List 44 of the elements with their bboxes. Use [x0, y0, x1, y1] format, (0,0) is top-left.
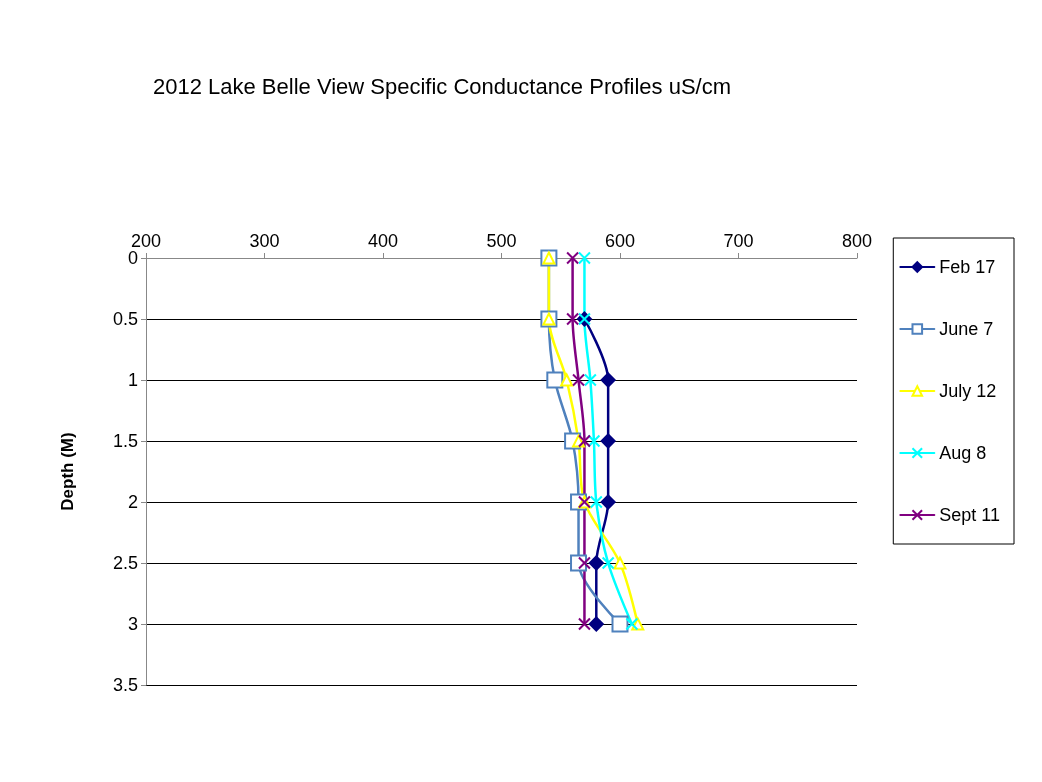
y-tick-label: 3 — [127, 614, 138, 634]
point — [600, 433, 616, 449]
y-tick-label: 3.5 — [112, 675, 138, 695]
y-tick-label: 1 — [127, 370, 138, 390]
point — [600, 494, 616, 510]
point — [572, 434, 586, 448]
point — [577, 251, 591, 265]
y-tick-label: 1.5 — [112, 431, 138, 451]
point — [583, 373, 597, 387]
legend-label: June 7 — [939, 319, 994, 339]
point — [546, 371, 564, 389]
point — [577, 556, 591, 570]
point — [600, 372, 616, 388]
x-tick-label: 300 — [249, 231, 280, 251]
y-axis-title: Depth (M) — [58, 432, 77, 511]
point — [566, 312, 580, 326]
x-tick-label: 400 — [367, 231, 399, 251]
point — [577, 617, 591, 631]
point — [613, 556, 627, 570]
legend-label: Aug 8 — [939, 443, 987, 463]
point — [589, 495, 603, 509]
legend-label: Sept 11 — [939, 505, 1000, 525]
x-tick-label: 500 — [486, 231, 517, 251]
point — [601, 556, 615, 570]
y-tick-label: 2.5 — [112, 553, 138, 573]
point — [625, 617, 639, 631]
point — [588, 555, 604, 571]
legend-label: Feb 17 — [939, 257, 996, 277]
y-tick-label: 2 — [127, 492, 138, 512]
x-tick-label: 800 — [841, 231, 873, 251]
x-tick-label: 200 — [130, 231, 162, 251]
chart-title: 2012 Lake Belle View Specific Conductance Profiles uS/cm — [153, 73, 732, 99]
point — [566, 251, 580, 265]
point — [588, 616, 604, 632]
point — [560, 373, 574, 387]
x-tick-label: 600 — [604, 231, 636, 251]
point — [577, 434, 591, 448]
point — [611, 615, 629, 633]
legend-label: July 12 — [939, 381, 997, 401]
x-tick-label: 700 — [723, 231, 754, 251]
point — [572, 373, 586, 387]
y-tick-label: 0 — [127, 248, 138, 268]
point — [587, 434, 601, 448]
y-tick-label: 0.5 — [112, 309, 138, 329]
